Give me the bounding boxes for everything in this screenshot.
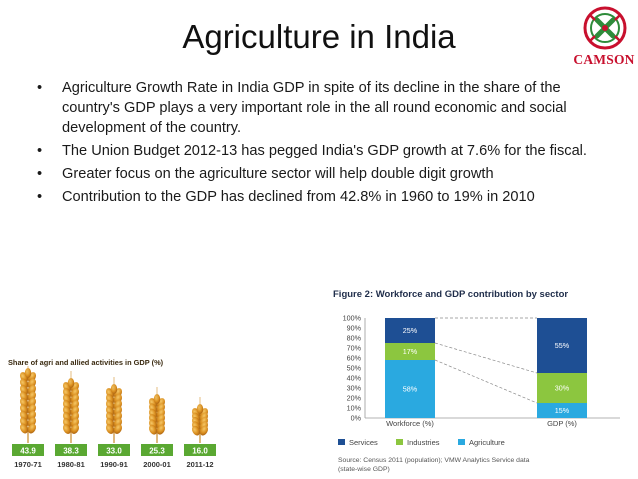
legend-swatch-services	[338, 439, 345, 445]
y-tick-label: 10%	[347, 404, 362, 413]
wheat-stalk-icon	[191, 397, 209, 443]
bullet-text: The Union Budget 2012-13 has pegged Indi…	[62, 143, 587, 159]
svg-text:33.0: 33.0	[106, 447, 122, 456]
y-tick-label: 40%	[347, 374, 362, 383]
y-tick-label: 60%	[347, 354, 362, 363]
bullet-text: Contribution to the GDP has declined fro…	[62, 189, 535, 205]
bar-value-label: 55%	[555, 341, 570, 350]
chart-source: (state-wise GDP)	[338, 466, 390, 473]
svg-text:38.3: 38.3	[63, 447, 79, 456]
bullet-item: • Agriculture Growth Rate in India GDP in…	[37, 80, 567, 136]
wheat-year-label: 2011-12	[186, 460, 213, 469]
wheat-value-label: 25.3	[141, 444, 173, 456]
wheat-stalk-icon	[19, 366, 37, 443]
wheat-year-label: 1990-91	[100, 460, 128, 469]
svg-text:43.9: 43.9	[20, 447, 36, 456]
logo-text: CAMSON	[573, 52, 635, 67]
slide-title: Agriculture in India	[182, 18, 456, 55]
chart-source: Source: Census 2011 (population); VMW An…	[338, 457, 530, 464]
y-tick-label: 70%	[347, 344, 362, 353]
y-tick-label: 90%	[347, 324, 362, 333]
legend-label: Services	[349, 438, 378, 447]
wheat-year-label: 1970-71	[14, 460, 42, 469]
legend-label: Agriculture	[469, 438, 505, 447]
bullet-text: Greater focus on the agriculture sector …	[62, 166, 494, 182]
wheat-value-label: 16.0	[184, 444, 216, 456]
y-tick-label: 50%	[347, 364, 362, 373]
y-tick-label: 20%	[347, 394, 362, 403]
svg-text:25.3: 25.3	[149, 447, 165, 456]
wheat-year-label: 2000-01	[143, 460, 171, 469]
wheat-infographic: 43.9 38.3 33.0 25.3 16.0 1970-71 1980-81…	[12, 366, 216, 469]
wheat-stalk-icon	[105, 377, 123, 443]
bullet-item: • Greater focus on the agriculture sector…	[37, 166, 494, 182]
bar-segment-industries	[385, 343, 435, 360]
legend-label: Industries	[407, 438, 440, 447]
wheat-stalk-icon	[62, 371, 80, 443]
wheat-year-label: 1980-81	[57, 460, 85, 469]
bar-segment-industries	[537, 373, 587, 403]
bar-segment-services	[537, 318, 587, 373]
wheat-value-label: 43.9	[12, 444, 44, 456]
y-tick-label: 100%	[343, 314, 362, 323]
bar-segment-agriculture	[385, 360, 435, 418]
y-tick-label: 30%	[347, 384, 362, 393]
x-category-label: Workforce (%)	[386, 419, 434, 428]
legend-swatch-agriculture	[458, 439, 465, 445]
wheat-stalk-icon	[148, 387, 166, 443]
bar-value-label: 58%	[403, 385, 418, 394]
svg-text:16.0: 16.0	[192, 447, 208, 456]
bar-value-label: 15%	[555, 406, 570, 415]
camson-logo	[583, 6, 627, 50]
sector-chart: 0%10%20%30%40%50%60%70%80%90%100% 58%17%…	[338, 314, 620, 473]
bar-value-label: 30%	[555, 384, 570, 393]
legend: Services Industries Agriculture	[338, 438, 505, 447]
chart-title: Figure 2: Workforce and GDP contribution…	[333, 289, 569, 300]
wheat-value-label: 38.3	[55, 444, 87, 456]
y-tick-label: 80%	[347, 334, 362, 343]
wheat-value-label: 33.0	[98, 444, 130, 456]
bullet-item: • The Union Budget 2012-13 has pegged Ind…	[37, 143, 587, 159]
bar-segment-services	[385, 318, 435, 343]
y-tick-label: 0%	[351, 414, 362, 423]
bar-segment-agriculture	[537, 403, 587, 418]
bar-value-label: 25%	[403, 326, 418, 335]
x-category-label: GDP (%)	[547, 419, 577, 428]
bar-value-label: 17%	[403, 347, 418, 356]
connector-line	[434, 359, 538, 404]
bullet-item: • Contribution to the GDP has declined fr…	[37, 189, 535, 205]
wheat-infographic-title: Share of agri and allied activities in G…	[8, 358, 164, 367]
legend-swatch-industries	[396, 439, 403, 445]
bullet-list: • Agriculture Growth Rate in India GDP in…	[36, 78, 596, 210]
connector-line	[434, 342, 538, 374]
bullet-text: Agriculture Growth Rate in India GDP in …	[62, 80, 567, 136]
